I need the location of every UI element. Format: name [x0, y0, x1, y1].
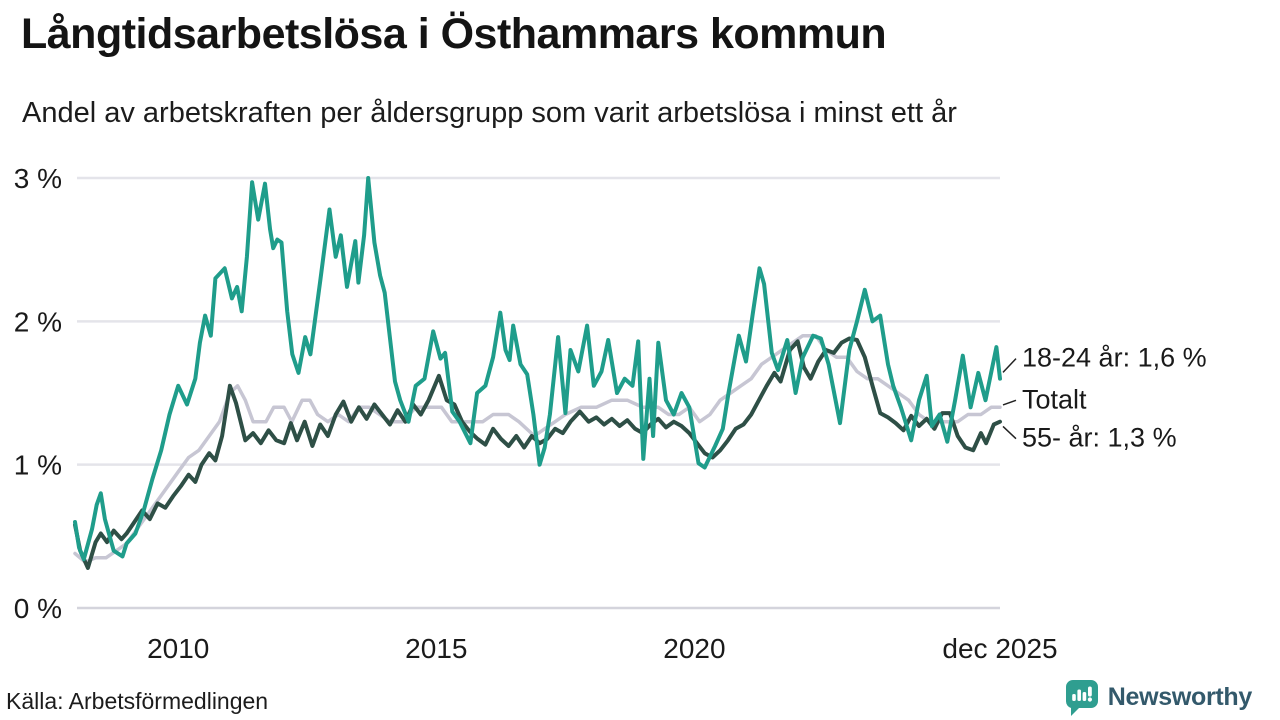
x-tick-label: dec 2025: [942, 633, 1057, 664]
y-tick-label: 2 %: [14, 306, 62, 337]
series-end-label: 55- år: 1,3 %: [1022, 423, 1177, 453]
series-line-55-år: [73, 336, 1002, 570]
x-tick-label: 2020: [663, 633, 725, 664]
source-note: Källa: Arbetsförmedlingen: [6, 688, 269, 714]
newsworthy-logo: Newsworthy: [1065, 679, 1252, 716]
x-tick-label: 2015: [405, 633, 467, 664]
x-tick-label: 2010: [147, 633, 209, 664]
y-tick-label: 3 %: [14, 163, 62, 194]
newsworthy-logo-icon: [1065, 680, 1098, 716]
series-end-label: Totalt: [1022, 384, 1087, 414]
label-connector: [1002, 399, 1017, 406]
label-connector: [1002, 358, 1017, 373]
label-connector: [1002, 425, 1017, 440]
newsworthy-logo-text: Newsworthy: [1107, 683, 1253, 711]
series-end-label: 18-24 år: 1,6 %: [1022, 343, 1207, 373]
y-tick-label: 0 %: [14, 593, 62, 624]
y-tick-label: 1 %: [14, 450, 62, 481]
series-line-18-24-år: [73, 176, 1002, 562]
chart-title: Långtidsarbetslösa i Östhammars kommun: [21, 10, 887, 58]
chart-subtitle: Andel av arbetskraften per åldersgrupp s…: [22, 97, 957, 129]
